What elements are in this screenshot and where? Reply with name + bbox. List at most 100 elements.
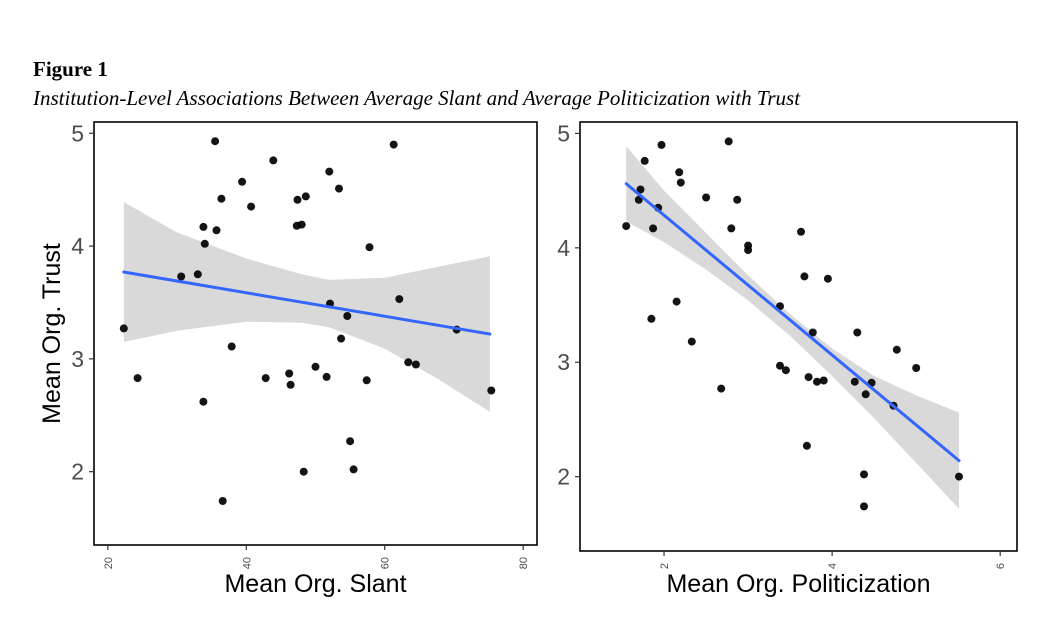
- panel-1-fit-line: [122, 270, 492, 336]
- panel-2-point-1: [622, 222, 631, 231]
- panel-2-fit-line: [624, 182, 961, 463]
- panel-1-point-1: [119, 324, 128, 333]
- panel-1-point-17: [285, 369, 294, 378]
- panel-1-point-14: [247, 202, 256, 211]
- panel-1-point-33: [362, 376, 371, 385]
- panel-2-border: [579, 121, 1018, 552]
- panel-2-x-tick-label: 2: [659, 563, 671, 569]
- panel-1-confidence-band: [123, 202, 490, 412]
- panel-2-point-29: [819, 376, 828, 385]
- panel-2-group: 2 3 4 5 2 4 6 Mean Org. Politicization: [557, 120, 1018, 598]
- panel-2-point-34: [860, 502, 868, 511]
- panel-2-point-8: [657, 140, 666, 149]
- panel-1-point-37: [404, 358, 413, 367]
- panel-1-point-26: [325, 167, 334, 176]
- panel-2-point-6: [649, 224, 658, 233]
- panel-1-point-30: [343, 312, 352, 320]
- panel-2-point-23: [797, 227, 805, 236]
- panel-2-y-tick-label: 4: [557, 235, 570, 261]
- panel-2-point-38: [892, 345, 901, 354]
- figure-label: Figure 1: [33, 57, 108, 81]
- panel-2-point-33: [860, 470, 868, 479]
- panel-1-point-38: [411, 360, 420, 369]
- panel-2-point-24: [800, 272, 809, 281]
- panel-2-point-25: [802, 441, 811, 450]
- panel-1-point-5: [199, 397, 208, 406]
- panel-1-x-tick-label: 80: [518, 557, 530, 569]
- figure-caption: Institution-Level Associations Between A…: [33, 86, 801, 110]
- panel-1-x-tick-label: 60: [380, 557, 392, 569]
- panel-2-point-32: [853, 328, 862, 337]
- panel-1-point-36: [395, 295, 404, 304]
- panel-2-y-tick-label: 5: [557, 120, 570, 146]
- panel-2-y-tick-label: 3: [557, 349, 570, 375]
- panel-2-point-4: [640, 156, 649, 165]
- panel-2-point-26: [804, 373, 813, 382]
- panel-2-point-28: [813, 377, 821, 386]
- panel-1-point-34: [365, 243, 374, 252]
- panel-2-point-3: [636, 185, 645, 194]
- panel-1-y-tick-label: 5: [71, 120, 84, 146]
- panel-2-point-17: [733, 195, 742, 204]
- panel-1-point-31: [346, 437, 355, 446]
- panel-1-group: 2 3 4 5 20 40 60 80 Mean Org. Slant Mean Org. Tru…: [38, 120, 538, 598]
- panel-1-point-7: [200, 239, 209, 248]
- panel-1-point-3: [177, 272, 186, 281]
- panel-2-point-14: [717, 384, 726, 393]
- panel-1-point-15: [261, 374, 270, 383]
- panel-2-x-axis-title: Mean Org. Politicization: [666, 570, 930, 598]
- panel-2-point-19: [744, 246, 753, 255]
- panel-1-point-11: [218, 497, 227, 505]
- panel-2-point-11: [676, 178, 685, 187]
- panel-2-point-30: [823, 274, 832, 283]
- panel-2-point-13: [702, 193, 711, 202]
- panel-2-point-40: [955, 472, 963, 481]
- panel-1-point-13: [238, 177, 247, 186]
- panel-1-x-tick-label: 20: [103, 557, 115, 569]
- panel-2-point-22: [781, 366, 790, 375]
- panel-2-point-5: [647, 314, 656, 323]
- panel-1-x-tick-label: 40: [241, 557, 253, 569]
- panel-1-point-10: [217, 194, 226, 203]
- panel-2-point-15: [724, 137, 733, 146]
- panel-1-point-32: [349, 465, 358, 474]
- panel-2-point-16: [727, 224, 736, 233]
- panel-1-y-axis-title: Mean Org. Trust: [38, 243, 66, 424]
- panel-2-confidence-band: [626, 146, 959, 509]
- panel-1-point-12: [227, 342, 236, 351]
- panel-2-point-27: [808, 328, 817, 337]
- panel-1-y-tick-label: 4: [71, 233, 84, 259]
- panel-1-point-28: [335, 184, 343, 193]
- panel-1-point-23: [301, 192, 310, 201]
- panel-1-point-6: [199, 222, 208, 231]
- panel-1-point-18: [286, 380, 295, 389]
- panel-1-y-tick-label: 2: [71, 459, 84, 485]
- panel-1-point-2: [133, 374, 142, 383]
- panel-2-point-9: [672, 297, 681, 306]
- panel-2-point-31: [850, 377, 859, 386]
- panel-1-point-4: [193, 270, 202, 279]
- panel-2-point-12: [687, 337, 696, 346]
- panel-1-y-tick-label: 3: [71, 346, 84, 372]
- panel-2-point-10: [675, 168, 684, 177]
- panel-1-point-35: [389, 140, 398, 149]
- panel-1-point-29: [337, 334, 346, 343]
- panel-2-point-39: [912, 364, 921, 372]
- panel-1-point-9: [212, 226, 221, 235]
- panel-1-point-25: [322, 372, 331, 381]
- panel-1-point-16: [269, 156, 278, 165]
- panel-1-point-21: [297, 220, 306, 229]
- panel-2-x-tick-label: 4: [827, 563, 839, 569]
- panel-1-point-8: [211, 137, 220, 146]
- panel-1-point-24: [311, 362, 320, 371]
- panel-2-x-tick-label: 6: [995, 563, 1007, 569]
- panel-1-border: [93, 121, 538, 546]
- panel-2-point-20: [776, 361, 784, 370]
- panel-1-point-20: [293, 195, 302, 204]
- panel-1-x-axis-title: Mean Org. Slant: [224, 570, 406, 598]
- panel-1-point-22: [299, 467, 308, 476]
- panel-2-point-35: [861, 390, 870, 399]
- panel-2-y-tick-label: 2: [557, 464, 570, 490]
- panel-1-point-40: [487, 386, 496, 395]
